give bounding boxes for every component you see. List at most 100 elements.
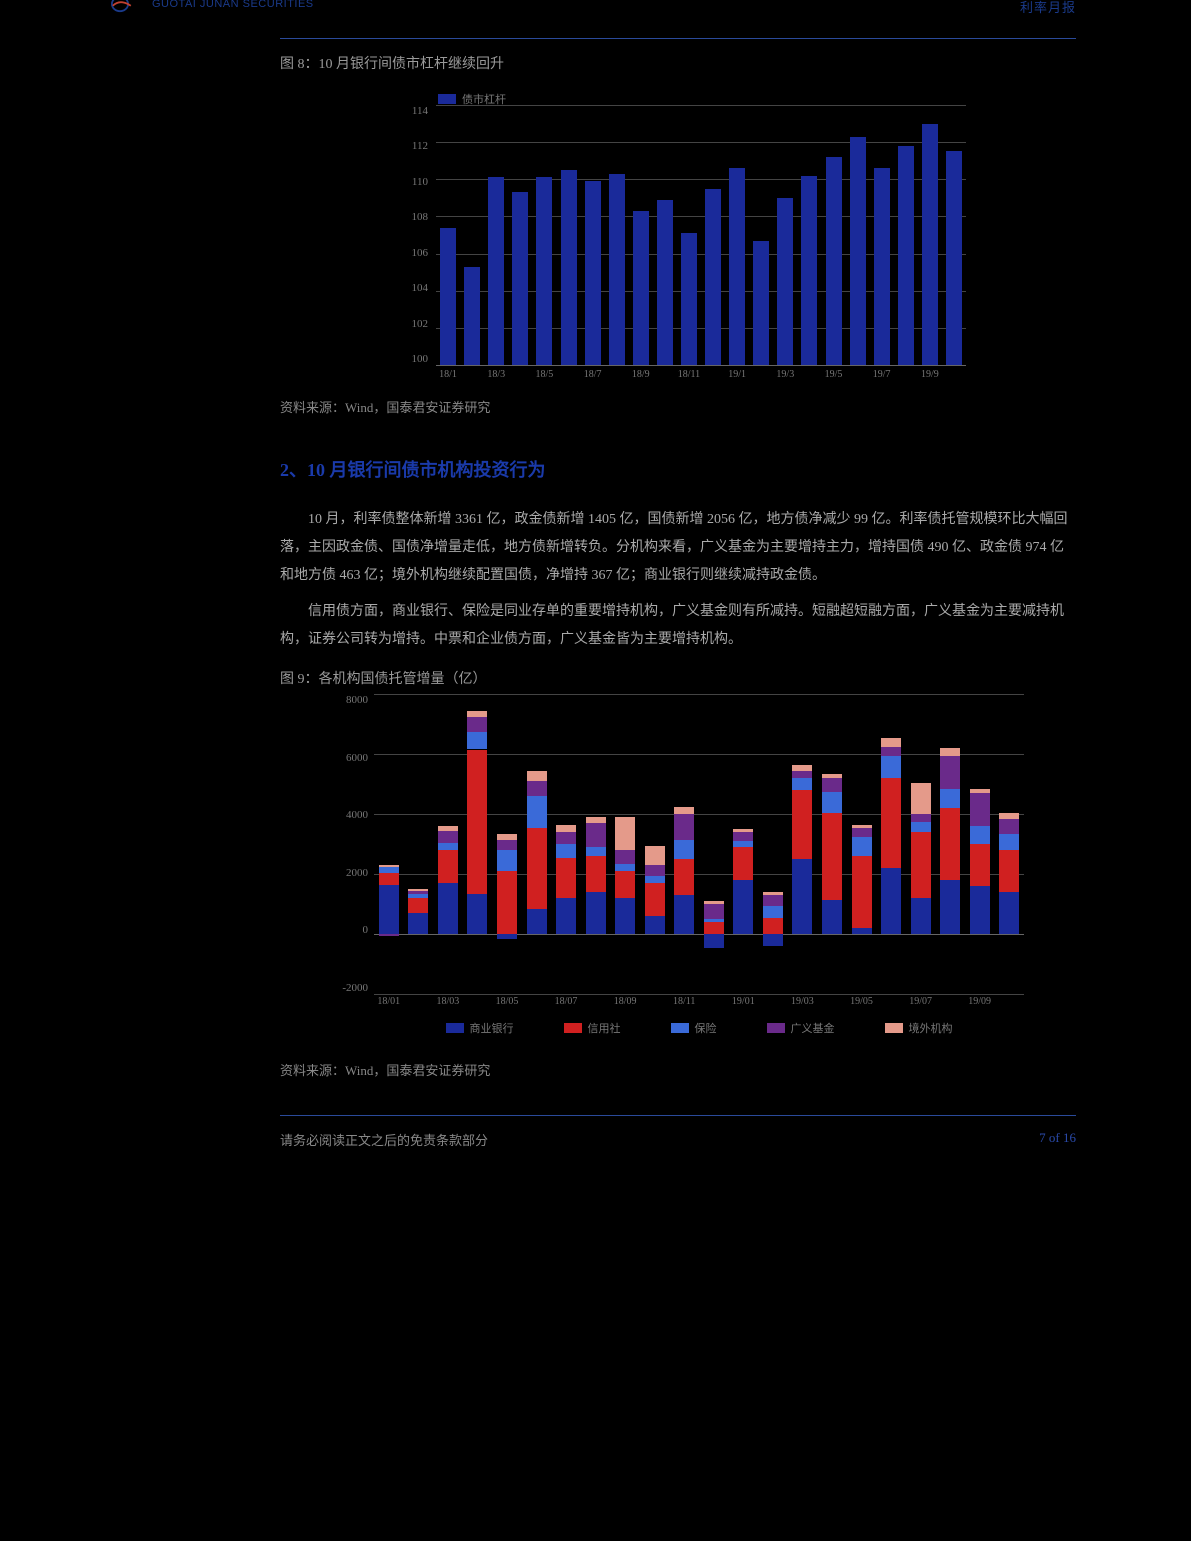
bar-group [704, 694, 724, 994]
bar-segment [940, 748, 960, 756]
bar-segment [556, 832, 576, 844]
bar-segment [999, 834, 1019, 851]
xlabel: 19/9 [921, 369, 939, 380]
bar-segment [438, 850, 458, 883]
chart1-legend-swatch [438, 94, 456, 104]
bar [874, 168, 890, 365]
chart1-source: 资料来源：Wind，国泰君安证券研究 [280, 397, 1076, 416]
bar-group [881, 694, 901, 994]
bar-segment [792, 778, 812, 790]
header-category: 利率月报 [1020, 0, 1076, 16]
bar-group [438, 694, 458, 994]
legend-label: 广义基金 [791, 1020, 835, 1036]
bar-group [911, 694, 931, 994]
bar-segment [467, 894, 487, 935]
bar-segment [615, 871, 635, 898]
bar-segment [527, 771, 547, 782]
legend-swatch [671, 1023, 689, 1033]
bar-segment [467, 717, 487, 732]
bar-segment [645, 883, 665, 916]
bar-segment [763, 918, 783, 935]
bar-group [822, 694, 842, 994]
bar-group [556, 694, 576, 994]
bar-segment [615, 850, 635, 864]
ylabel: 112 [390, 140, 428, 152]
bar-segment [792, 765, 812, 771]
content-area: 图 8：10 月银行间债市杠杆继续回升 债市杠杆 114112110108106… [280, 38, 1076, 1173]
xlabel: 18/1 [439, 369, 457, 380]
bar [561, 170, 577, 365]
bar-segment [379, 873, 399, 885]
bar-group [940, 694, 960, 994]
xlabel: 19/03 [791, 996, 814, 1007]
bar-segment [852, 837, 872, 857]
logo-icon [110, 0, 148, 13]
bar-segment [852, 928, 872, 934]
bar-segment [733, 841, 753, 847]
xlabel: 19/09 [968, 996, 991, 1007]
ylabel: 8000 [326, 694, 368, 706]
bar-segment [527, 796, 547, 828]
bar-segment [911, 814, 931, 822]
bar-segment [852, 856, 872, 928]
xlabel: 18/9 [632, 369, 650, 380]
bar-group [467, 694, 487, 994]
bar-segment [586, 847, 606, 856]
page-header: GUOTAI JUNAN SECURITIES 利率月报 [0, 0, 1191, 30]
bar [753, 241, 769, 365]
bar-segment [704, 922, 724, 934]
xlabel: 18/01 [377, 996, 400, 1007]
bar-segment [645, 865, 665, 876]
xlabel: 18/11 [678, 369, 700, 380]
bar-segment [556, 825, 576, 833]
legend-label: 信用社 [588, 1020, 621, 1036]
bar [512, 192, 528, 365]
bar-segment [733, 829, 753, 832]
bar-segment [704, 904, 724, 919]
bar-segment [733, 847, 753, 880]
ylabel: 114 [390, 105, 428, 117]
bar-segment [586, 892, 606, 934]
bar-segment [674, 895, 694, 934]
bar [826, 157, 842, 365]
ylabel: 104 [390, 282, 428, 294]
bar-group [497, 694, 517, 994]
bar-segment [881, 868, 901, 934]
bar-segment [408, 889, 428, 891]
bar-segment [586, 856, 606, 892]
xlabel: 19/07 [909, 996, 932, 1007]
xlabel: 19/3 [776, 369, 794, 380]
legend-item: 信用社 [564, 1020, 621, 1036]
gridline [436, 105, 966, 106]
bar-segment [497, 850, 517, 871]
bar-segment [822, 813, 842, 900]
bar-segment [467, 732, 487, 749]
bar-segment [999, 892, 1019, 934]
bar-segment [645, 876, 665, 884]
ylabel: 4000 [326, 809, 368, 821]
chart2: 80006000400020000-2000 18/0118/0318/0518… [318, 694, 1038, 1054]
bar-segment [911, 898, 931, 934]
ylabel: 2000 [326, 867, 368, 879]
paragraph-1: 10 月，利率债整体新增 3361 亿，政金债新增 1405 亿，国债新增 20… [280, 506, 1076, 590]
bar-segment [438, 883, 458, 934]
bar-group [674, 694, 694, 994]
bar-group [970, 694, 990, 994]
bar-segment [763, 906, 783, 918]
bar-segment [467, 711, 487, 717]
bar-segment [881, 756, 901, 779]
bar-segment [940, 880, 960, 934]
bar [705, 189, 721, 365]
bar-segment [408, 913, 428, 934]
xlabel: 19/7 [873, 369, 891, 380]
legend-swatch [446, 1023, 464, 1033]
bar-segment [792, 859, 812, 934]
bar-segment [497, 834, 517, 840]
bar-segment [674, 840, 694, 860]
xlabel: 18/07 [555, 996, 578, 1007]
bar-segment [940, 808, 960, 880]
ylabel: 106 [390, 247, 428, 259]
bar-segment [822, 774, 842, 779]
bar-group [999, 694, 1019, 994]
bar-segment [379, 865, 399, 867]
